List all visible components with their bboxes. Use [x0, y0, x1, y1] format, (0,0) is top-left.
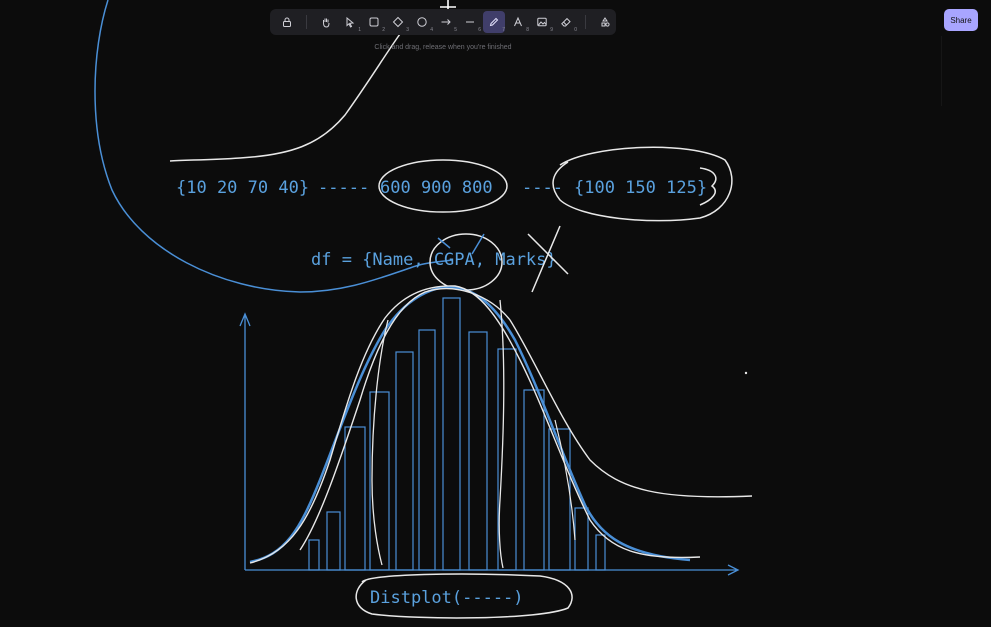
eraser-tool[interactable]: 0 — [555, 11, 577, 33]
distplot-text: Distplot(-----) — [370, 588, 524, 608]
y-axis — [239, 312, 251, 570]
brace-stroke-right — [699, 167, 717, 206]
blue-arc-stroke — [94, 0, 453, 293]
group2-text: 600 900 800 — [380, 178, 493, 198]
shortcut-key: 4 — [430, 27, 433, 33]
ellipse-icon — [417, 17, 427, 27]
extra-tools[interactable] — [594, 11, 616, 33]
white-vertical-stroke-2 — [498, 299, 505, 569]
bar-13 — [595, 534, 606, 571]
histogram-bars — [308, 297, 606, 571]
text-tool[interactable]: 8 — [507, 11, 529, 33]
bar-5 — [395, 351, 414, 571]
image-tool[interactable]: 9 — [531, 11, 553, 33]
diamond-tool[interactable]: 3 — [387, 11, 409, 33]
panel-edge — [941, 36, 942, 106]
bar-8 — [468, 331, 488, 571]
bar-11 — [548, 428, 571, 571]
lock-tool[interactable] — [276, 11, 298, 33]
hand-icon — [323, 18, 330, 28]
shortcut-key: 3 — [406, 27, 409, 33]
selection-tool[interactable]: 1 — [339, 11, 361, 33]
cross-marks-stroke — [527, 225, 569, 293]
dash1-text: ----- — [318, 178, 369, 198]
toolbar-hint: Click and drag, release when you're fini… — [374, 44, 512, 51]
image-icon — [537, 17, 547, 27]
white-top-curve-stroke — [169, 33, 401, 162]
bar-6 — [418, 329, 436, 571]
shortcut-key: 5 — [454, 27, 457, 33]
shortcut-key: 6 — [478, 27, 481, 33]
arrow-icon — [441, 19, 451, 25]
text-icon — [514, 16, 522, 27]
line-tool[interactable]: 6 — [459, 11, 481, 33]
group3-text: {100 150 125} — [574, 178, 707, 198]
share-button[interactable]: Share — [944, 9, 978, 31]
lock-icon — [283, 17, 291, 27]
draw-tool[interactable]: 7 — [483, 11, 505, 33]
shortcut-key: 9 — [550, 27, 553, 33]
bar-2 — [326, 511, 341, 571]
pencil-icon — [489, 17, 499, 27]
ellipse-tool[interactable]: 4 — [411, 11, 433, 33]
blue-bell-curve — [249, 285, 691, 564]
rectangle-tool[interactable]: 2 — [363, 11, 385, 33]
shortcut-key: 0 — [574, 27, 577, 33]
bar-7 — [442, 297, 461, 571]
toolbar-divider — [306, 15, 307, 29]
circle-distplot — [355, 573, 573, 619]
white-vertical-stroke-3 — [554, 419, 576, 541]
hand-tool[interactable] — [315, 11, 337, 33]
pointer-icon — [346, 16, 355, 28]
toolbar: 1 2 3 4 5 6 7 8 9 0 — [270, 9, 616, 35]
check-cgpa-stroke — [437, 233, 485, 255]
line-icon — [466, 21, 474, 23]
bar-3 — [344, 426, 366, 571]
bar-4 — [369, 391, 390, 571]
rectangle-icon — [369, 17, 379, 27]
eraser-icon — [561, 17, 571, 27]
bar-12 — [574, 507, 589, 571]
circle-group2 — [378, 159, 508, 213]
white-bell-curve-1 — [249, 285, 701, 564]
stray-dot — [744, 371, 748, 375]
shortcut-key: 1 — [358, 27, 361, 33]
shortcut-key: 2 — [382, 27, 385, 33]
bar-1 — [308, 539, 320, 571]
arrow-tool[interactable]: 5 — [435, 11, 457, 33]
white-bell-curve-2 — [299, 288, 753, 551]
df-text: df = {Name, CGPA, Marks} — [311, 250, 557, 270]
diamond-icon — [392, 16, 404, 28]
bar-10 — [523, 389, 545, 571]
group1-text: {10 20 70 40} — [176, 178, 309, 198]
shapes-icon — [601, 17, 610, 27]
white-vertical-stroke-1 — [371, 319, 389, 566]
shortcut-key: 8 — [526, 27, 529, 33]
bar-9 — [497, 348, 517, 571]
circle-group3 — [552, 146, 733, 222]
toolbar-divider — [585, 15, 586, 29]
shortcut-key: 7 — [502, 27, 505, 33]
